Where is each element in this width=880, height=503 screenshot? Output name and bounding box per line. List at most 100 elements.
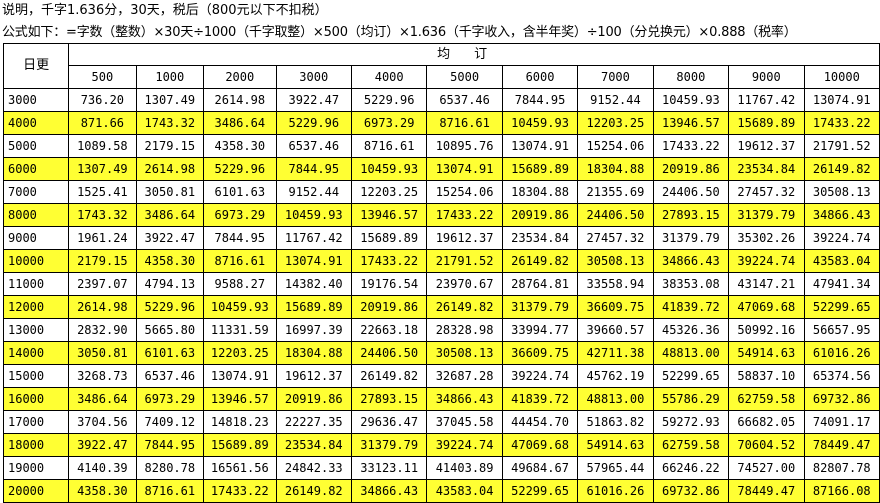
income-cell: 19176.54 (350, 272, 428, 296)
income-cell: 27893.15 (350, 387, 428, 411)
income-cell: 4794.13 (135, 272, 205, 296)
daily-update-cell: 19000 (2, 456, 70, 480)
income-cell: 45326.36 (652, 318, 730, 342)
income-cell: 31379.79 (350, 433, 428, 457)
income-cell: 11767.42 (275, 226, 352, 250)
income-cell: 33994.77 (501, 318, 579, 342)
income-cell: 2614.98 (135, 157, 205, 181)
income-cell: 47941.34 (803, 272, 880, 296)
income-cell: 5229.96 (350, 88, 428, 112)
income-cell: 13074.91 (203, 364, 277, 388)
daily-update-cell: 18000 (2, 433, 70, 457)
daily-update-header: 日更 (2, 43, 70, 89)
income-cell: 15689.89 (350, 226, 428, 250)
income-cell: 3268.73 (68, 364, 137, 388)
table-row: 9000 1961.24 3922.47 7844.95 11767.42 15689.8… (2, 226, 880, 250)
income-cell: 10459.93 (350, 157, 428, 181)
income-table: 日更 均订 500 1000 2000 3000 4000 5000 6000 7000 800… (2, 43, 880, 503)
income-cell: 14382.40 (275, 272, 352, 296)
income-cell: 13074.91 (501, 134, 579, 158)
income-cell: 2179.15 (68, 249, 137, 273)
income-cell: 65374.56 (803, 364, 880, 388)
income-cell: 39224.74 (426, 433, 503, 457)
income-cell: 6537.46 (426, 88, 503, 112)
income-cell: 3486.64 (135, 203, 205, 227)
income-cell: 10459.93 (203, 295, 277, 319)
income-cell: 20919.86 (652, 157, 730, 181)
income-cell: 24406.50 (350, 341, 428, 365)
income-cell: 34866.43 (350, 479, 428, 503)
income-cell: 30508.13 (577, 249, 654, 273)
income-cell: 14818.23 (203, 410, 277, 434)
income-cell: 39660.57 (577, 318, 654, 342)
income-cell: 57965.44 (577, 456, 654, 480)
income-cell: 19612.37 (728, 134, 805, 158)
income-cell: 23534.84 (275, 433, 352, 457)
table-body: 3000 736.20 1307.49 2614.98 3922.47 5229.96 65… (2, 88, 880, 503)
income-cell: 74527.00 (728, 456, 805, 480)
income-cell: 39224.74 (728, 249, 805, 273)
income-cell: 78449.47 (803, 433, 880, 457)
income-cell: 17433.22 (203, 479, 277, 503)
income-cell: 1307.49 (135, 88, 205, 112)
income-cell: 8716.61 (350, 134, 428, 158)
income-cell: 43583.04 (426, 479, 503, 503)
income-cell: 9152.44 (577, 88, 654, 112)
income-cell: 23970.67 (426, 272, 503, 296)
table-row: 17000 3704.56 7409.12 14818.23 22227.35 29636… (2, 410, 880, 434)
income-cell: 13946.57 (350, 203, 428, 227)
income-cell: 56657.95 (803, 318, 880, 342)
income-cell: 58837.10 (728, 364, 805, 388)
income-cell: 34866.43 (652, 249, 730, 273)
income-cell: 27457.32 (577, 226, 654, 250)
income-cell: 13074.91 (803, 88, 880, 112)
income-cell: 4358.30 (68, 479, 137, 503)
income-cell: 31379.79 (652, 226, 730, 250)
income-cell: 29636.47 (350, 410, 428, 434)
income-cell: 36609.75 (501, 341, 579, 365)
income-cell: 35302.26 (728, 226, 805, 250)
income-cell: 1307.49 (68, 157, 137, 181)
income-cell: 41839.72 (652, 295, 730, 319)
daily-update-cell: 5000 (2, 134, 70, 158)
income-cell: 19612.37 (426, 226, 503, 250)
income-cell: 1743.32 (135, 111, 205, 135)
column-header-8000: 8000 (652, 65, 730, 89)
table-row: 19000 4140.39 8280.78 16561.56 24842.33 33123… (2, 456, 880, 480)
income-cell: 20919.86 (350, 295, 428, 319)
income-cell: 1525.41 (68, 180, 137, 204)
daily-update-cell: 9000 (2, 226, 70, 250)
income-cell: 26149.82 (501, 249, 579, 273)
income-cell: 6101.63 (203, 180, 277, 204)
income-cell: 26149.82 (350, 364, 428, 388)
income-cell: 3486.64 (68, 387, 137, 411)
income-cell: 1089.58 (68, 134, 137, 158)
column-header-9000: 9000 (728, 65, 805, 89)
daily-update-cell: 10000 (2, 249, 70, 273)
income-cell: 52299.65 (501, 479, 579, 503)
income-cell: 6537.46 (135, 364, 205, 388)
income-cell: 18304.88 (577, 157, 654, 181)
income-cell: 7409.12 (135, 410, 205, 434)
table-row: 7000 1525.41 3050.81 6101.63 9152.44 12203.25… (2, 180, 880, 204)
income-cell: 78449.47 (728, 479, 805, 503)
income-cell: 17433.22 (350, 249, 428, 273)
table-row: 10000 2179.15 4358.30 8716.61 13074.91 17433.… (2, 249, 880, 273)
income-cell: 24842.33 (275, 456, 352, 480)
income-cell: 22663.18 (350, 318, 428, 342)
income-cell: 24406.50 (652, 180, 730, 204)
income-cell: 37045.58 (426, 410, 503, 434)
income-cell: 47069.68 (501, 433, 579, 457)
income-cell: 15689.89 (275, 295, 352, 319)
income-cell: 13074.91 (275, 249, 352, 273)
income-cell: 5229.96 (203, 157, 277, 181)
daily-update-cell: 15000 (2, 364, 70, 388)
income-cell: 5229.96 (275, 111, 352, 135)
table-row: 5000 1089.58 2179.15 4358.30 6537.46 8716.61 1… (2, 134, 880, 158)
income-cell: 61016.26 (577, 479, 654, 503)
income-cell: 2179.15 (135, 134, 205, 158)
income-cell: 20919.86 (501, 203, 579, 227)
income-cell: 33123.11 (350, 456, 428, 480)
income-cell: 51863.82 (577, 410, 654, 434)
income-cell: 3486.64 (203, 111, 277, 135)
